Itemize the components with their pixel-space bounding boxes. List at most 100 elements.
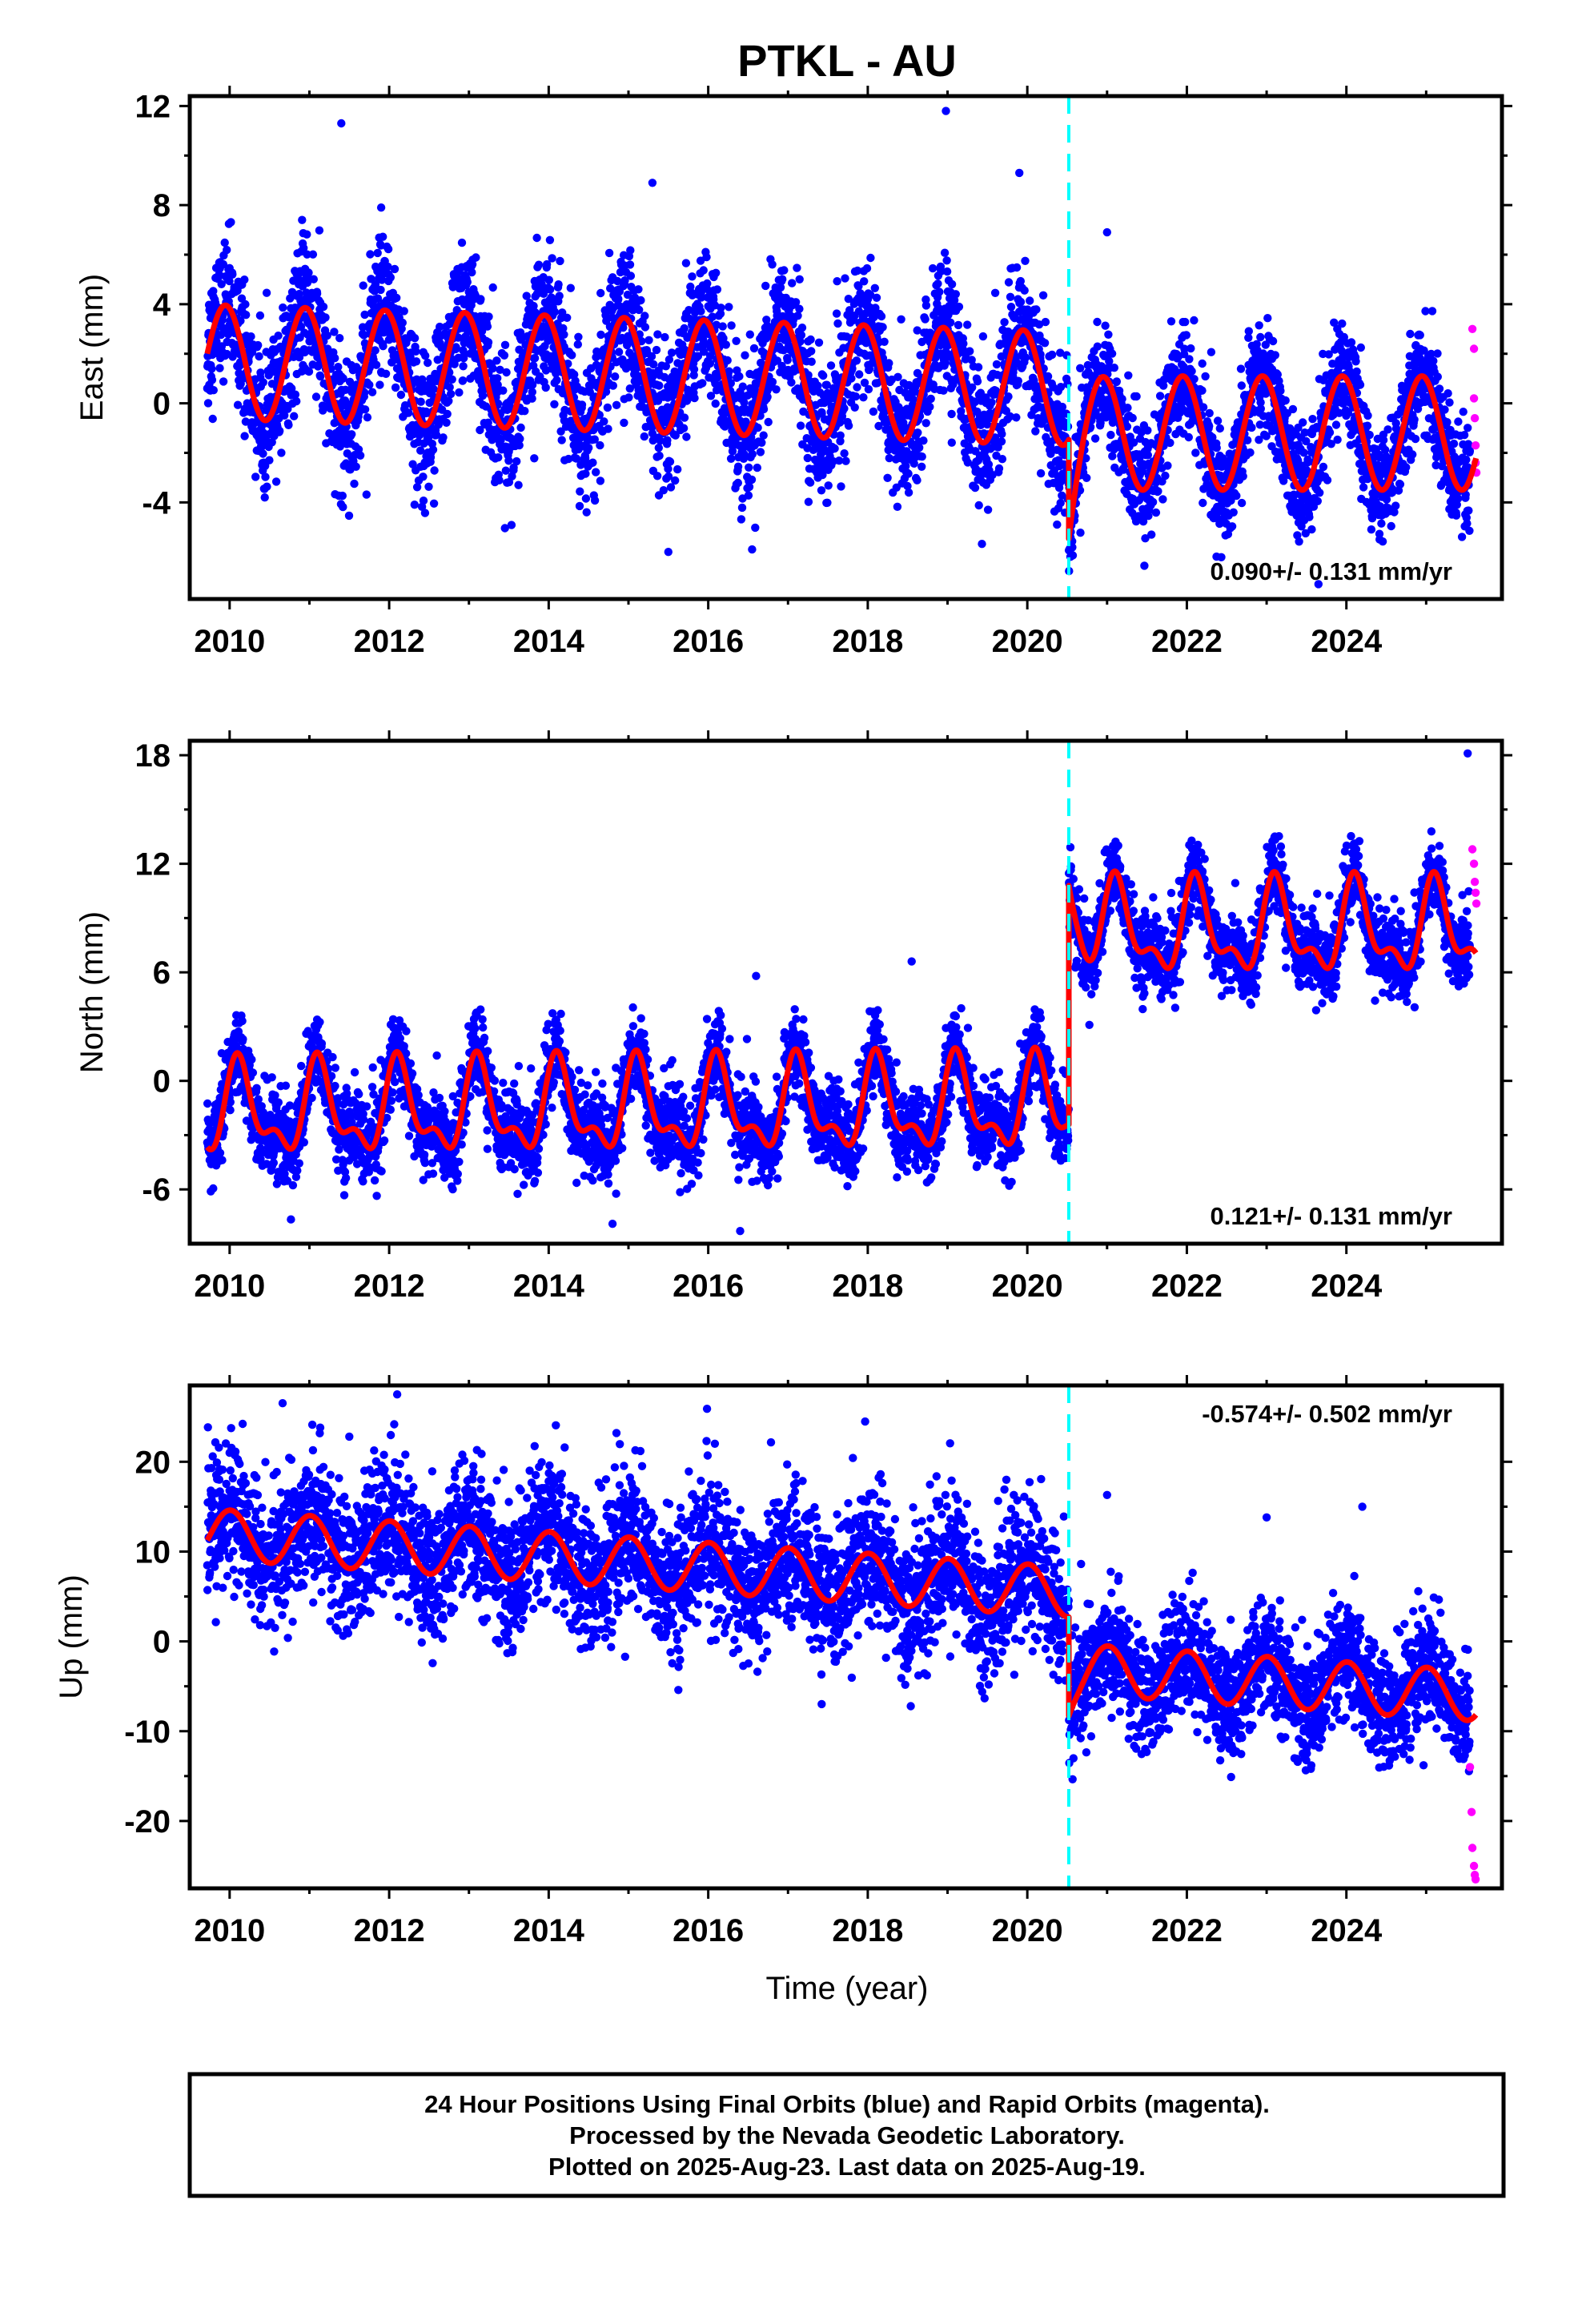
east-data-point	[935, 287, 944, 296]
east-data-point	[488, 283, 497, 292]
east-data-point	[424, 358, 432, 368]
east-data-point	[1076, 364, 1085, 372]
east-data-point	[1021, 353, 1030, 362]
east-data-point	[1207, 348, 1216, 356]
east-data-point	[759, 431, 768, 440]
east-data-point	[458, 376, 468, 385]
east-data-point	[514, 480, 523, 489]
east-data-point	[381, 369, 391, 378]
east-data-point	[541, 383, 550, 392]
east-data-point	[652, 472, 662, 480]
east-data-point	[528, 380, 537, 389]
east-data-point	[330, 328, 339, 336]
east-data-point	[853, 383, 861, 392]
east-data-point	[947, 279, 957, 289]
east-data-point	[733, 478, 742, 488]
east-data-point	[463, 278, 472, 287]
east-data-point	[614, 348, 624, 356]
east-data-point	[404, 408, 413, 417]
east-data-point	[653, 330, 662, 339]
east-data-point	[596, 288, 605, 298]
east-data-point	[445, 383, 454, 392]
east-data-point	[814, 338, 824, 347]
east-data-point	[992, 360, 1002, 369]
east-data-point	[990, 288, 1000, 297]
east-data-point	[478, 391, 488, 400]
east-data-point	[689, 365, 699, 374]
east-data-point	[560, 330, 568, 339]
east-data-point	[433, 356, 442, 364]
east-data-point	[926, 402, 934, 412]
east-data-point	[568, 351, 576, 360]
east-data-point	[392, 293, 401, 303]
east-data-point	[604, 248, 614, 258]
east-data-point	[432, 431, 441, 440]
east-data-point	[1056, 498, 1065, 508]
east-data-point	[1143, 451, 1153, 460]
east-data-point	[360, 310, 369, 320]
east-data-point	[581, 494, 591, 503]
east-data-point	[410, 501, 419, 509]
east-data-point	[983, 505, 993, 514]
east-data-point	[496, 365, 504, 374]
east-data-point	[942, 256, 951, 265]
east-data-point	[1047, 350, 1057, 360]
east-data-point	[1365, 430, 1374, 440]
east-data-point	[546, 285, 555, 294]
east-data-point	[978, 540, 986, 549]
east-data-point	[921, 315, 930, 324]
east-data-point	[1359, 483, 1368, 492]
east-data-point	[207, 364, 216, 373]
east-data-point	[951, 290, 961, 299]
east-data-point	[919, 436, 928, 445]
east-data-point	[859, 393, 868, 402]
east-data-point	[259, 449, 267, 458]
east-data-point	[712, 268, 721, 277]
east-data-point	[847, 374, 856, 383]
east-data-point	[640, 312, 649, 320]
east-data-point	[444, 396, 453, 405]
east-data-point	[1276, 386, 1285, 396]
east-data-point	[1118, 395, 1126, 404]
east-data-point	[703, 279, 712, 288]
east-data-point	[396, 390, 406, 400]
east-data-point	[1106, 430, 1115, 440]
east-data-point	[721, 340, 730, 349]
east-data-point	[772, 385, 781, 394]
east-data-point	[472, 253, 480, 262]
east-data-point	[1040, 339, 1050, 348]
east-data-point	[355, 451, 365, 460]
east-data-point	[803, 453, 812, 463]
east-data-point	[1191, 448, 1200, 457]
east-data-point	[1186, 344, 1195, 353]
east-data-point	[659, 486, 668, 495]
east-data-point	[1213, 416, 1223, 425]
east-data-point	[612, 400, 621, 409]
east-data-point	[292, 396, 301, 406]
east-data-point	[1247, 423, 1256, 432]
east-data-point	[446, 389, 456, 399]
east-data-point	[626, 271, 636, 280]
east-data-point	[671, 476, 680, 485]
east-data-point	[805, 478, 815, 487]
east-data-point	[928, 263, 938, 273]
east-data-point	[614, 295, 623, 304]
east-data-point	[878, 323, 887, 332]
east-data-point	[383, 244, 393, 254]
east-data-point	[1161, 471, 1170, 480]
east-data-point	[737, 515, 746, 524]
east-data-point	[1256, 404, 1266, 413]
east-data-point	[663, 436, 672, 444]
east-data-point	[555, 292, 564, 300]
east-data-point	[575, 501, 584, 511]
east-data-point	[483, 322, 492, 331]
east-data-point	[1313, 497, 1323, 505]
east-data-point	[850, 403, 859, 412]
east-data-point	[316, 372, 325, 381]
east-data-point	[1012, 263, 1022, 272]
east-data-point	[1101, 321, 1110, 330]
east-data-point	[747, 475, 757, 485]
east-data-point	[625, 260, 635, 269]
east-data-point	[452, 343, 460, 352]
east-data-point	[217, 279, 226, 288]
